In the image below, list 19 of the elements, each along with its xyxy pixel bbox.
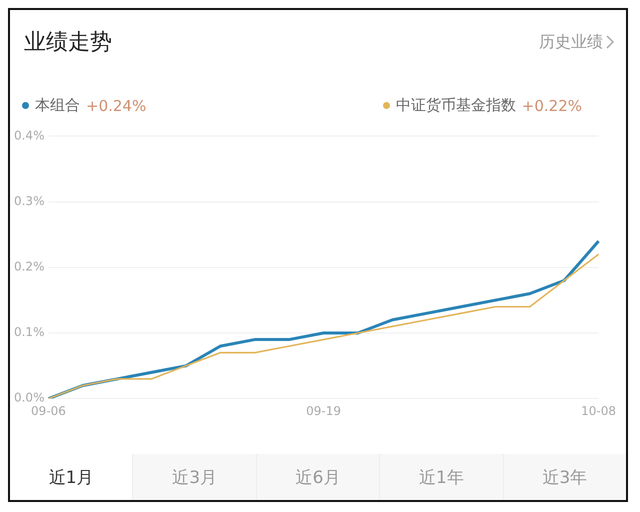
y-tick-label: 0.1% (14, 325, 44, 340)
y-tick-label: 0.4% (14, 128, 44, 142)
x-tick-label: 10-08 (581, 404, 616, 418)
text: 近6月 (256, 454, 380, 500)
y-tick-label: 0.0% (14, 390, 44, 405)
legend-label: 本组合 (35, 96, 80, 115)
text: 近3年 (502, 454, 626, 500)
chart-title: 业绩走势 (24, 29, 112, 57)
text: 近1月 (10, 454, 132, 500)
y-tick-label: 0.2% (14, 260, 44, 274)
text: +0.24% (86, 96, 146, 114)
text: 近1年 (379, 454, 503, 500)
text: 历史业绩 (539, 32, 604, 52)
text: +0.22% (522, 96, 582, 114)
x-tick-label: 09-19 (306, 404, 341, 418)
x-tick-label: 09-06 (31, 404, 66, 418)
text: 近3月 (132, 454, 256, 500)
y-tick-label: 0.3% (14, 194, 44, 208)
legend-label: 中证货币基金指数 (396, 96, 516, 115)
